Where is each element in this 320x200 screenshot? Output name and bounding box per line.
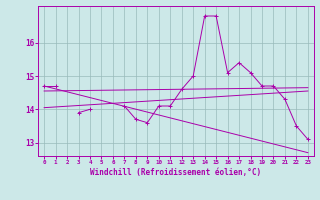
X-axis label: Windchill (Refroidissement éolien,°C): Windchill (Refroidissement éolien,°C): [91, 168, 261, 177]
